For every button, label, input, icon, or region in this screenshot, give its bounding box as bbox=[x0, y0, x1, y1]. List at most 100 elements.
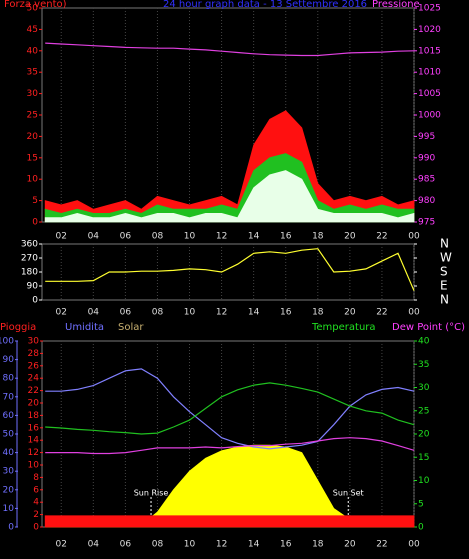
series-area bbox=[44, 170, 415, 223]
y-tick-label: 40 bbox=[27, 46, 39, 56]
y-tick-label: 10 bbox=[3, 504, 15, 514]
y-tick-label: 35 bbox=[418, 360, 429, 370]
y-tick-label: 10 bbox=[28, 461, 40, 471]
y-tick-label: 14 bbox=[28, 436, 40, 446]
y-tick-label: 50 bbox=[27, 4, 39, 14]
x-tick-label: 00 bbox=[408, 308, 420, 318]
x-tick-label: 08 bbox=[152, 308, 164, 318]
y-tick-label: 1020 bbox=[418, 25, 441, 35]
x-tick-label: 14 bbox=[248, 540, 260, 550]
x-tick-label: 12 bbox=[216, 308, 227, 318]
x-tick-label: 22 bbox=[376, 308, 387, 318]
x-tick-label: 06 bbox=[120, 540, 132, 550]
y-tick-label: 4 bbox=[33, 498, 39, 508]
y2-axis-label: Pressione bbox=[372, 0, 420, 10]
y-tick-label: 20 bbox=[28, 399, 40, 409]
x-tick-label: 18 bbox=[312, 308, 324, 318]
y-tick-label: 30 bbox=[418, 383, 430, 393]
y-tick-label: 0 bbox=[33, 523, 39, 533]
y-tick-label: 20 bbox=[418, 430, 430, 440]
y-tick-label: 20 bbox=[27, 132, 39, 142]
y-tick-label: 6 bbox=[33, 485, 39, 495]
y-tick-label: 0 bbox=[32, 218, 38, 228]
x-tick-label: 10 bbox=[184, 540, 196, 550]
annotation: Sun Rise bbox=[134, 489, 169, 498]
series-line bbox=[45, 437, 415, 455]
x-tick-label: 02 bbox=[56, 540, 67, 550]
series-label: Solar bbox=[118, 322, 144, 333]
y-tick-label: 35 bbox=[27, 68, 38, 78]
y-tick-label: 60 bbox=[3, 411, 15, 421]
y-tick-label: 990 bbox=[418, 153, 435, 163]
y-axis-label: Forza vento) bbox=[4, 0, 67, 10]
y-tick-label: 1005 bbox=[418, 89, 441, 99]
x-tick-label: 22 bbox=[376, 540, 387, 550]
y-tick-label: 1000 bbox=[418, 111, 441, 121]
x-tick-label: 02 bbox=[56, 232, 67, 242]
y-tick-label: S bbox=[440, 265, 448, 279]
series-area bbox=[44, 110, 415, 223]
series-area bbox=[44, 515, 415, 528]
series-area bbox=[45, 444, 414, 528]
x-tick-label: 18 bbox=[312, 540, 324, 550]
x-tick-label: 00 bbox=[408, 540, 420, 550]
series-line bbox=[45, 382, 415, 435]
chart-title: 24 hour graph data - 13 Settembre 2016 bbox=[163, 0, 367, 10]
x-tick-label: 16 bbox=[280, 232, 292, 242]
x-tick-label: 20 bbox=[344, 540, 356, 550]
x-tick-label: 04 bbox=[88, 540, 100, 550]
x-tick-label: 22 bbox=[376, 232, 387, 242]
y-tick-label: 5 bbox=[32, 196, 38, 206]
series-area bbox=[44, 153, 415, 223]
y-tick-label: 0 bbox=[418, 523, 424, 533]
x-tick-label: 10 bbox=[184, 308, 196, 318]
series-line bbox=[45, 368, 415, 450]
y-tick-label: 1025 bbox=[418, 4, 441, 14]
y-tick-label: 26 bbox=[28, 361, 40, 371]
y-tick-label: 10 bbox=[27, 175, 39, 185]
y-tick-label: 30 bbox=[28, 337, 40, 347]
y-tick-label: 16 bbox=[28, 423, 40, 433]
y-tick-label: 50 bbox=[3, 430, 15, 440]
y-tick-label: 995 bbox=[418, 132, 435, 142]
x-tick-label: 04 bbox=[88, 308, 100, 318]
y-tick-label: 15 bbox=[418, 453, 429, 463]
x-tick-label: 16 bbox=[280, 540, 292, 550]
y-tick-label: 5 bbox=[418, 499, 424, 509]
series-label: Temperatura bbox=[311, 322, 376, 333]
y-tick-label: 0 bbox=[32, 296, 38, 306]
x-tick-label: 08 bbox=[152, 232, 164, 242]
x-tick-label: 10 bbox=[184, 232, 196, 242]
y-tick-label: E bbox=[440, 279, 448, 293]
x-tick-label: 12 bbox=[216, 232, 227, 242]
y-tick-label: 80 bbox=[3, 374, 15, 384]
y-tick-label: W bbox=[440, 251, 452, 265]
y-tick-label: 25 bbox=[418, 406, 429, 416]
series-line bbox=[45, 248, 415, 291]
y-tick-label: 975 bbox=[418, 218, 435, 228]
x-tick-label: 02 bbox=[56, 308, 67, 318]
y-tick-label: 980 bbox=[418, 196, 435, 206]
y-tick-label: 270 bbox=[21, 254, 38, 264]
y-tick-label: 100 bbox=[0, 337, 14, 347]
y-tick-label: 30 bbox=[27, 89, 39, 99]
x-tick-label: 00 bbox=[408, 232, 420, 242]
y-tick-label: 1015 bbox=[418, 46, 441, 56]
y-tick-label: 15 bbox=[27, 153, 38, 163]
x-tick-label: 20 bbox=[344, 308, 356, 318]
x-tick-label: 18 bbox=[312, 232, 324, 242]
y-tick-label: 20 bbox=[3, 485, 15, 495]
x-tick-label: 20 bbox=[344, 232, 356, 242]
y-tick-label: 45 bbox=[27, 25, 38, 35]
y-tick-label: 22 bbox=[28, 386, 39, 396]
y-tick-label: 8 bbox=[33, 473, 39, 483]
plot-frame bbox=[41, 243, 415, 301]
x-tick-label: 14 bbox=[248, 308, 260, 318]
y-tick-label: 12 bbox=[28, 448, 39, 458]
y-tick-label: 28 bbox=[28, 349, 40, 359]
y-tick-label: 90 bbox=[3, 355, 15, 365]
series-label: Umidita bbox=[65, 322, 104, 333]
x-tick-label: 16 bbox=[280, 308, 292, 318]
